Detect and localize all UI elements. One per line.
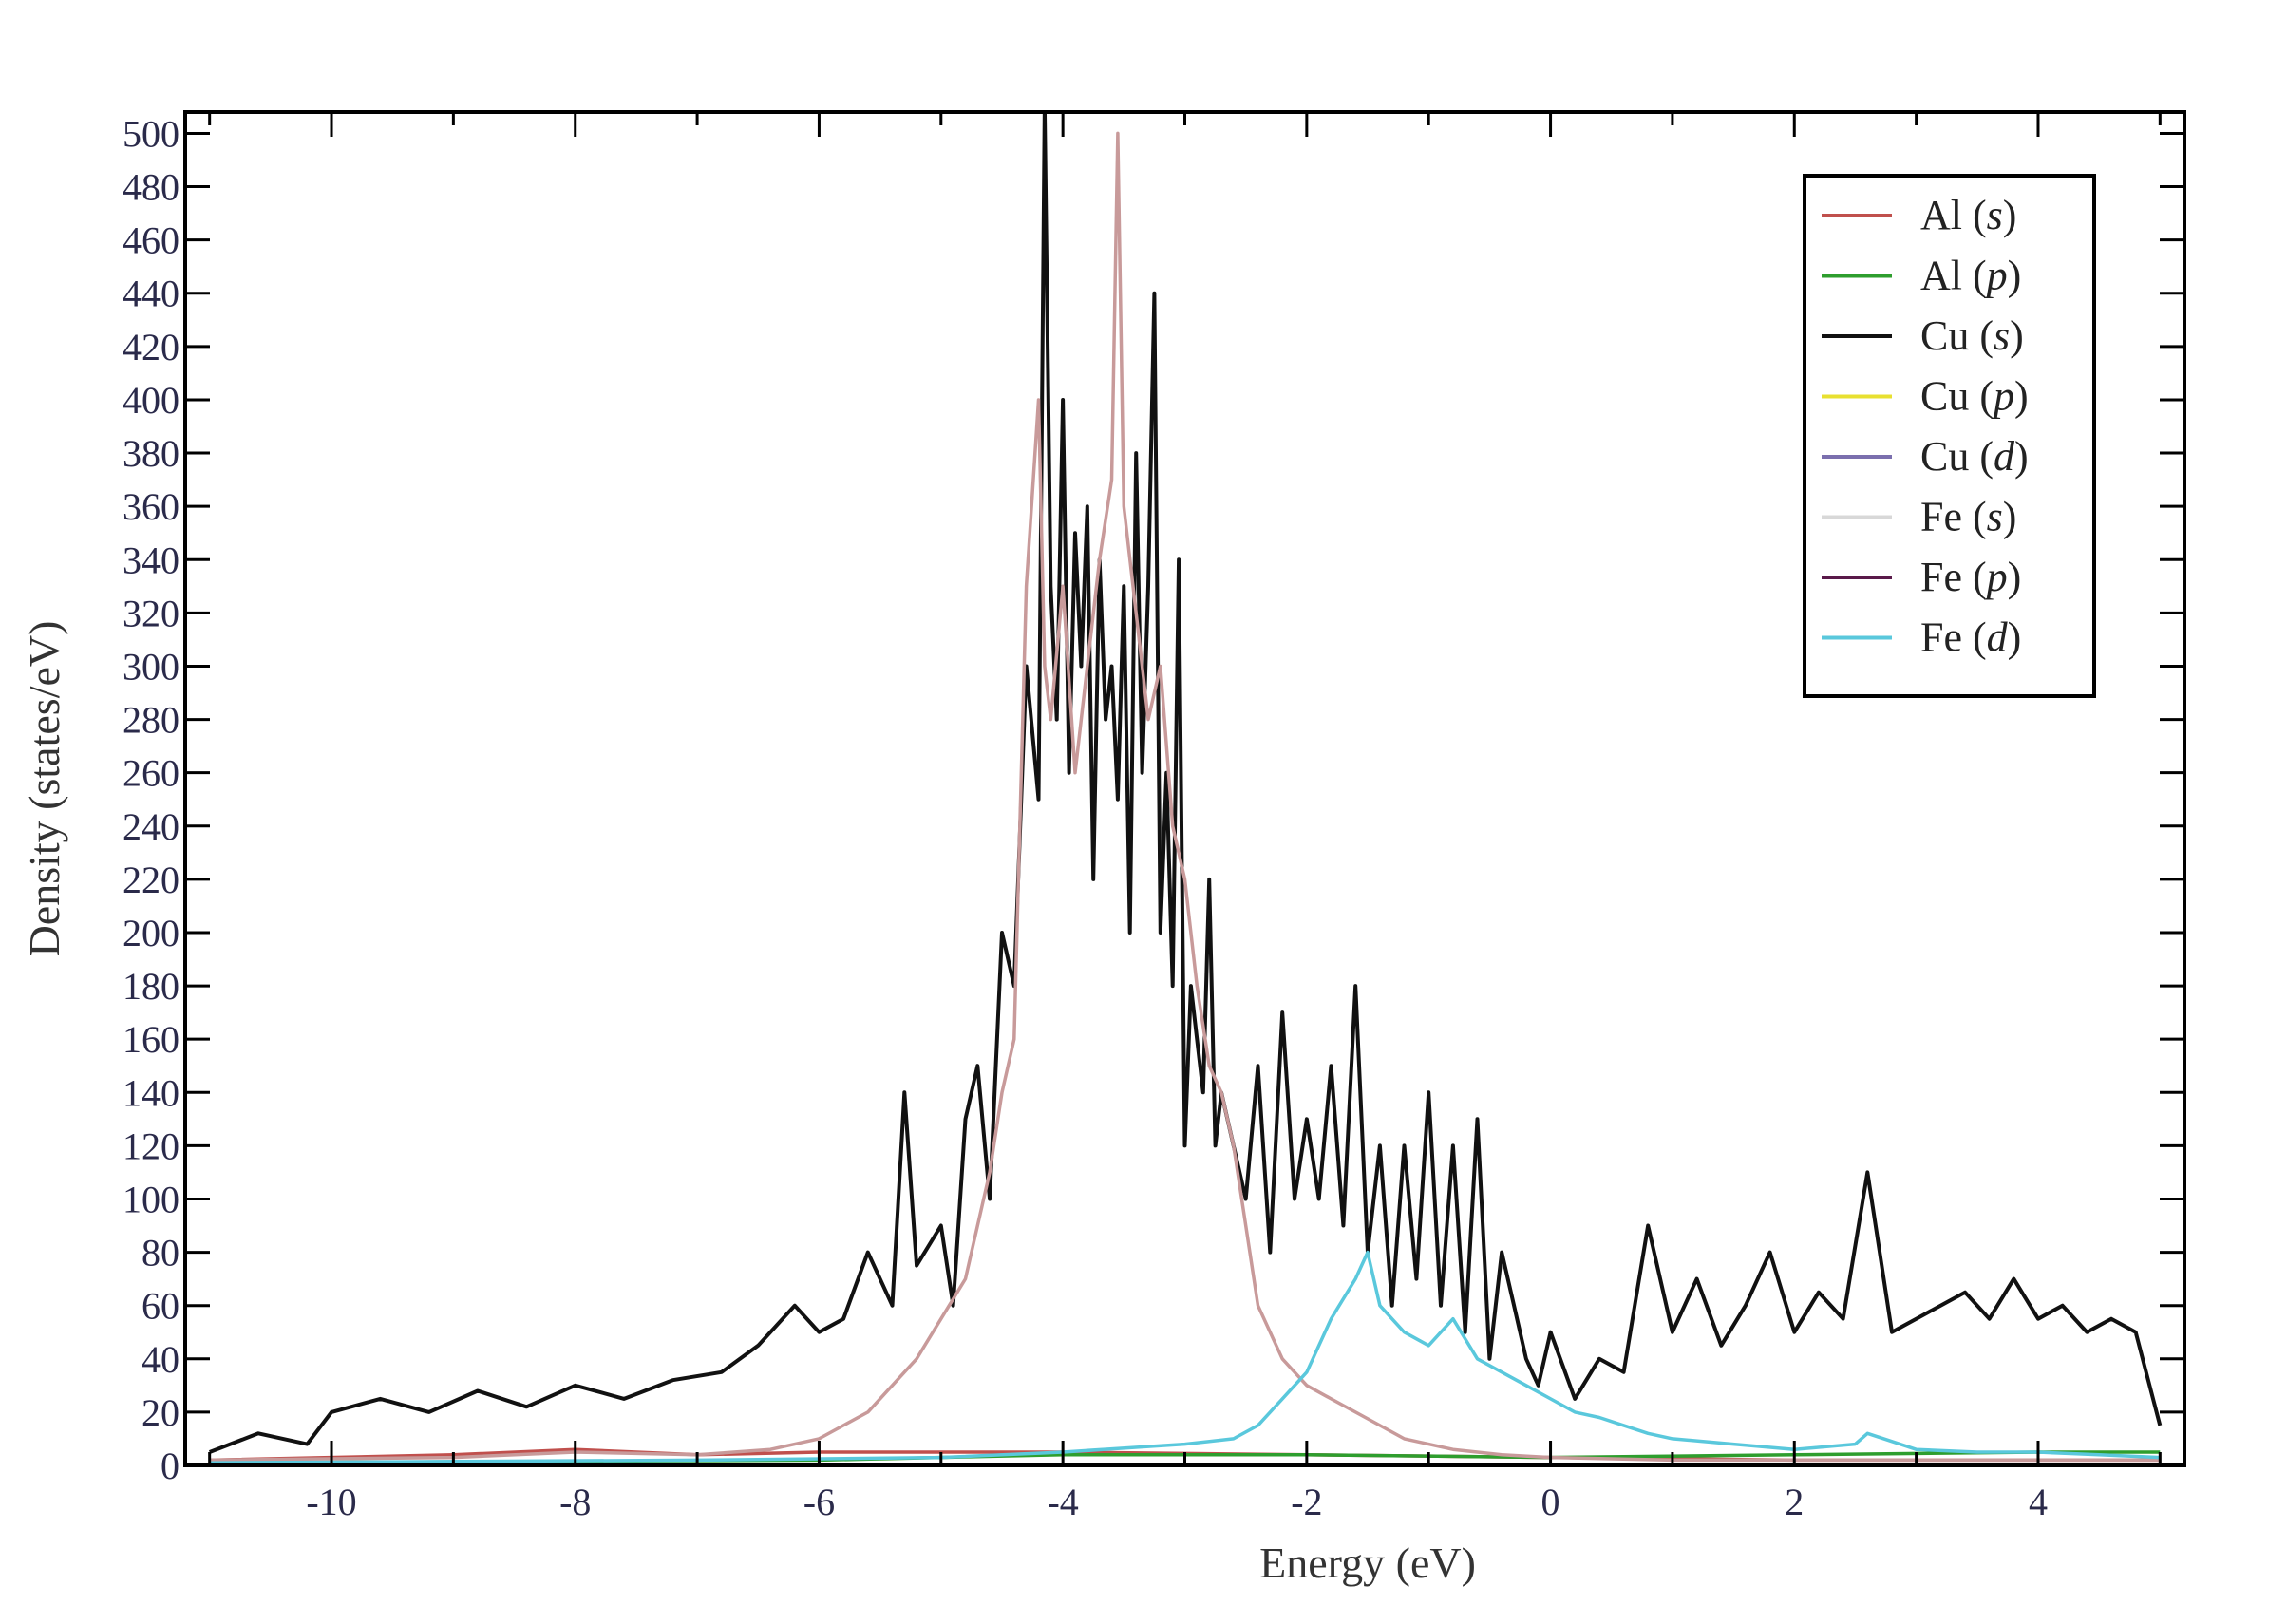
legend-element: Fe bbox=[1920, 494, 1962, 540]
x-tick-label: 2 bbox=[1785, 1481, 1804, 1523]
y-tick-label: 380 bbox=[123, 432, 180, 475]
y-tick-label: 0 bbox=[161, 1445, 180, 1487]
legend-element: Al bbox=[1920, 192, 1962, 238]
legend-orbital: d bbox=[1987, 614, 2009, 661]
legend-entry: Fe (s) bbox=[1920, 494, 2016, 540]
legend-orbital: p bbox=[1984, 253, 2008, 299]
legend-orbital: s bbox=[1987, 494, 2003, 540]
y-tick-label: 20 bbox=[142, 1391, 180, 1434]
series-line-cu-s bbox=[208, 112, 2163, 1454]
y-tick-label: 300 bbox=[123, 645, 180, 688]
x-tick-label: -6 bbox=[803, 1481, 835, 1523]
y-tick-label: 220 bbox=[123, 859, 180, 901]
x-tick-label: 0 bbox=[1541, 1481, 1560, 1523]
series-line-cu-d bbox=[209, 131, 2161, 1463]
legend-element: Al bbox=[1920, 253, 1962, 299]
y-tick-label: 420 bbox=[123, 326, 180, 368]
legend-entry: Fe (d) bbox=[1920, 614, 2021, 661]
y-tick-label: 240 bbox=[123, 805, 180, 848]
legend-element: Cu bbox=[1920, 373, 1969, 420]
y-tick-label: 180 bbox=[123, 965, 180, 1008]
legend-orbital: s bbox=[1987, 192, 2003, 238]
x-tick-label: 4 bbox=[2029, 1481, 2048, 1523]
y-tick-label: 340 bbox=[123, 538, 180, 581]
y-tick-label: 440 bbox=[123, 273, 180, 315]
y-axis-title: Density (states/eV) bbox=[20, 621, 68, 957]
y-tick-label: 360 bbox=[123, 485, 180, 528]
legend-entry: Cu (d) bbox=[1920, 433, 2029, 480]
x-tick-label: -2 bbox=[1291, 1481, 1322, 1523]
legend-entry: Fe (p) bbox=[1920, 554, 2021, 600]
x-tick-label: -8 bbox=[559, 1481, 591, 1523]
legend-element: Cu bbox=[1920, 433, 1969, 480]
legend-element: Fe bbox=[1920, 554, 1962, 600]
legend-orbital: d bbox=[1994, 433, 2015, 480]
legend-entry: Cu (s) bbox=[1920, 312, 2024, 359]
y-tick-label: 100 bbox=[123, 1178, 180, 1220]
y-tick-label: 460 bbox=[123, 219, 180, 262]
y-tick-label: 200 bbox=[123, 912, 180, 954]
legend-entry: Al (p) bbox=[1920, 253, 2021, 299]
y-tick-label: 480 bbox=[123, 166, 180, 209]
ticks-layer: -10 -8 -6 -4 -2 0 2 402040608010012014016018020… bbox=[123, 112, 2184, 1523]
x-tick-label: -10 bbox=[306, 1481, 356, 1523]
y-tick-label: 500 bbox=[123, 112, 180, 155]
y-tick-label: 280 bbox=[123, 699, 180, 742]
legend-box bbox=[1803, 174, 2096, 698]
legend-entry: Al (s) bbox=[1920, 192, 2016, 238]
legend-orbital: p bbox=[1984, 554, 2008, 600]
y-tick-label: 320 bbox=[123, 592, 180, 634]
y-tick-label: 120 bbox=[123, 1124, 180, 1167]
y-tick-label: 260 bbox=[123, 752, 180, 795]
legend-element: Cu bbox=[1920, 312, 1969, 359]
legend: Al (s) Al (p) Cu (s) Cu (p) Cu (d) Fe (s) Fe (… bbox=[1803, 174, 2096, 698]
x-axis-title: Energy (eV) bbox=[1259, 1539, 1476, 1587]
y-tick-label: 140 bbox=[123, 1071, 180, 1114]
y-tick-label: 160 bbox=[123, 1018, 180, 1061]
y-tick-label: 400 bbox=[123, 379, 180, 422]
series-line-fe-d bbox=[209, 1250, 2161, 1464]
x-tick-label: -4 bbox=[1047, 1481, 1078, 1523]
legend-element: Fe bbox=[1920, 614, 1962, 661]
legend-orbital: s bbox=[1994, 312, 2010, 359]
legend-entry: Cu (p) bbox=[1920, 373, 2029, 420]
y-tick-label: 80 bbox=[142, 1232, 180, 1275]
legend-orbital: p bbox=[1991, 373, 2014, 420]
y-tick-label: 40 bbox=[142, 1338, 180, 1381]
y-tick-label: 60 bbox=[142, 1285, 180, 1328]
